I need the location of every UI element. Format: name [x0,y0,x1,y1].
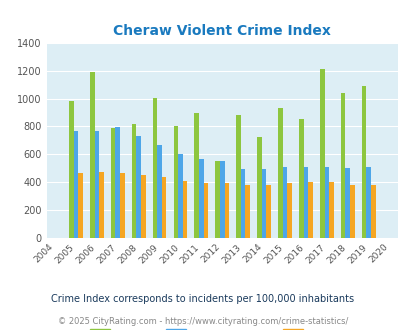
Bar [245,185,249,238]
Legend: Cheraw, South Carolina, National: Cheraw, South Carolina, National [85,325,358,330]
Bar [365,167,370,238]
Bar [282,167,287,238]
Bar [361,86,365,238]
Bar [132,123,136,238]
Bar [182,181,187,238]
Bar [203,183,208,238]
Bar [198,159,203,238]
Title: Cheraw Violent Crime Index: Cheraw Violent Crime Index [113,23,330,38]
Bar [324,167,328,238]
Bar [69,101,73,238]
Bar [261,169,266,238]
Bar [370,185,375,238]
Bar [266,185,270,238]
Bar [120,173,124,238]
Text: Crime Index corresponds to incidents per 100,000 inhabitants: Crime Index corresponds to incidents per… [51,294,354,304]
Bar [236,115,240,238]
Bar [277,108,282,238]
Bar [173,126,178,238]
Bar [73,131,78,238]
Bar [240,169,245,238]
Bar [256,137,261,238]
Bar [345,168,349,238]
Bar [298,119,303,238]
Bar [78,173,83,238]
Bar [90,72,94,238]
Bar [349,185,354,238]
Bar [115,127,120,238]
Bar [157,145,162,238]
Bar [220,161,224,238]
Bar [287,183,291,238]
Bar [136,136,141,238]
Bar [152,98,157,238]
Bar [162,177,166,238]
Bar [303,167,307,238]
Bar [224,183,228,238]
Bar [99,172,104,238]
Bar [215,161,220,238]
Bar [178,154,182,238]
Bar [319,69,324,238]
Bar [340,93,345,238]
Bar [141,175,145,238]
Bar [307,182,312,238]
Bar [328,182,333,238]
Text: © 2025 CityRating.com - https://www.cityrating.com/crime-statistics/: © 2025 CityRating.com - https://www.city… [58,317,347,326]
Bar [94,131,99,238]
Bar [194,113,198,238]
Bar [111,128,115,238]
